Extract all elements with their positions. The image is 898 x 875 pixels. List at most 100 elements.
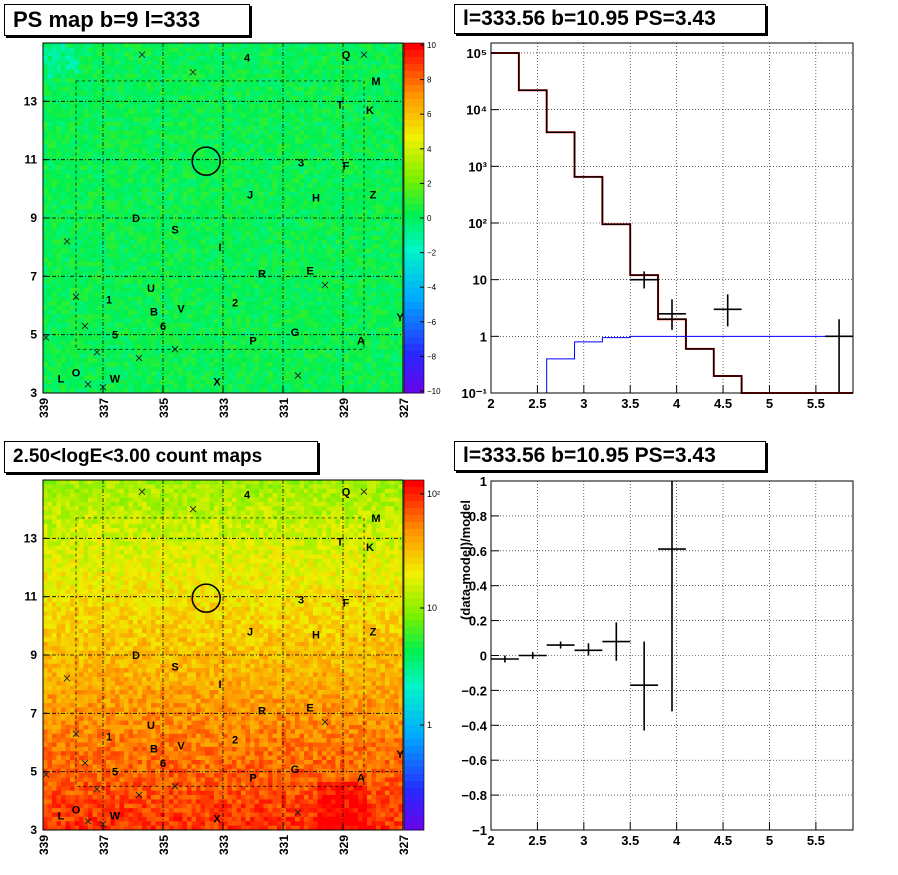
count-map-cross-marker xyxy=(84,817,92,825)
spectrum-data-point xyxy=(630,271,659,289)
ps-map-colorbar-tick: −4 xyxy=(427,283,437,292)
ps-map-source-label: M xyxy=(371,76,380,88)
ps-map-cross-marker xyxy=(63,238,71,245)
count-map-y-tick: 7 xyxy=(30,706,37,720)
count-map-cross-marker xyxy=(360,488,368,495)
residual-x-tick: 3.5 xyxy=(621,833,639,848)
ps-map-cross-marker xyxy=(81,322,89,330)
count-map-target-circle xyxy=(191,583,221,613)
residual-x-tick: 3 xyxy=(580,833,587,848)
spectrum-x-tick: 3.5 xyxy=(621,396,639,411)
residual-x-tick: 2 xyxy=(487,833,494,848)
count-map-y-tick: 11 xyxy=(24,590,37,604)
ps-map-source-label: 2 xyxy=(232,298,238,310)
ps-map-source-label: K xyxy=(366,105,374,117)
count-map-frame xyxy=(42,479,404,831)
spectrum-x-tick: 3 xyxy=(580,396,587,411)
count-map-source-label: 2 xyxy=(232,735,238,747)
ps-map-colorbar-tick: −10 xyxy=(427,387,441,396)
ps-map-source-label: S xyxy=(171,225,178,237)
ps-map-x-tick: 337 xyxy=(97,398,111,418)
ps-map-cross-marker xyxy=(72,293,80,301)
count-map-cross-marker xyxy=(63,675,71,682)
ps-map-source-label: U xyxy=(147,283,155,295)
spectrum-x-tick: 2.5 xyxy=(528,396,546,411)
ps-map-y-tick: 5 xyxy=(30,328,37,342)
count-map-cross-marker xyxy=(138,488,146,495)
count-map-cross-marker xyxy=(294,809,302,816)
ps-map-x-tick: 327 xyxy=(397,398,411,418)
spectrum-y-tick: 10⁵ xyxy=(466,46,487,61)
residual-x-tick: 2.5 xyxy=(528,833,546,848)
ps-map-cross-marker xyxy=(93,348,101,356)
ps-map-source-label: 5 xyxy=(112,330,118,342)
ps-map-title: PS map b=9 l=333 xyxy=(4,4,250,36)
count-map-colorbar-tick: 10² xyxy=(427,489,440,499)
count-map-cross-marker xyxy=(189,505,197,513)
residual-grid xyxy=(491,481,853,830)
spectrum-x-tick: 4.5 xyxy=(714,396,732,411)
count-map-source-label: F xyxy=(343,598,350,610)
count-map-source-label: W xyxy=(110,810,121,822)
count-map-x-tick: 327 xyxy=(397,835,411,855)
spectrum-frame xyxy=(490,42,854,394)
ps-map-source-label: H xyxy=(312,193,320,205)
residual-data-point xyxy=(574,643,603,656)
residual-y-tick: 0.4 xyxy=(469,579,488,594)
ps-map-source-label: Q xyxy=(342,50,351,62)
count-map-colorbar-tick: 10 xyxy=(427,603,437,613)
ps-map-source-label: Y xyxy=(396,312,404,324)
count-map-source-label: J xyxy=(247,627,253,639)
count-map-cross-marker xyxy=(93,785,101,793)
count-map-source-label: 1 xyxy=(106,732,112,744)
count-map-source-label: D xyxy=(132,650,140,662)
residual-y-tick: −0.2 xyxy=(461,683,487,698)
count-map-cross-marker xyxy=(42,771,50,778)
ps-map-source-label: Z xyxy=(370,190,377,202)
count-map-source-label: 3 xyxy=(298,595,304,607)
ps-map-cross-marker xyxy=(189,68,197,76)
spectrum-y-tick: 10³ xyxy=(468,159,487,174)
residual-y-tick: −0.6 xyxy=(461,753,487,768)
ps-map-y-origin: 3 xyxy=(30,386,37,400)
ps-map-source-label: E xyxy=(306,266,313,278)
count-map-source-label: O xyxy=(72,805,81,817)
ps-map-y-tick: 13 xyxy=(24,94,38,108)
spectrum-series-1 xyxy=(491,52,853,394)
ps-map-roi-box xyxy=(75,80,365,350)
residual-x-tick: 4 xyxy=(673,833,681,848)
ps-map-source-label: R xyxy=(258,268,266,280)
count-map-colorbar-tick: 1 xyxy=(427,720,432,730)
residual-data-point xyxy=(518,652,547,659)
count-map-source-label: 4 xyxy=(244,490,251,502)
count-map-cross-marker xyxy=(321,718,329,726)
count-map-x-tick: 337 xyxy=(97,835,111,855)
count-map-x-tick: 331 xyxy=(277,835,291,855)
spectrum-data-point xyxy=(825,319,853,393)
ps-map-source-label: B xyxy=(150,306,158,318)
ps-map-x-tick: 339 xyxy=(37,398,51,418)
ps-map-y-tick: 11 xyxy=(24,153,37,167)
spectrum-data-point xyxy=(713,294,742,327)
ps-map-source-label: L xyxy=(58,373,65,385)
count-map-x-tick: 335 xyxy=(157,835,171,855)
count-map-source-label: I xyxy=(218,679,221,691)
spectrum-x-tick: 4 xyxy=(673,396,681,411)
ps-map-colorbar-tick: 10 xyxy=(427,41,436,50)
ps-map-cross-marker xyxy=(99,383,107,391)
spectrum-x-tick: 2 xyxy=(487,396,494,411)
ps-map-y-tick: 9 xyxy=(30,211,37,225)
ps-map-colorbar-tick: −8 xyxy=(427,352,437,361)
ps-map-source-label: 6 xyxy=(160,321,166,333)
ps-map-y-tick: 7 xyxy=(30,269,37,283)
spectrum-x-tick: 5.5 xyxy=(807,396,825,411)
count-map-y-origin: 3 xyxy=(30,823,37,837)
residual-data-point xyxy=(658,481,686,712)
count-map-x-tick: 339 xyxy=(37,835,51,855)
count-map-source-label: 6 xyxy=(160,758,166,770)
ps-map-colorbar-tick: −2 xyxy=(427,249,437,258)
ps-map-x-tick: 335 xyxy=(157,398,171,418)
count-map-colorbar: 10² 10 1 xyxy=(403,479,440,831)
spectrum-grid xyxy=(491,43,853,393)
